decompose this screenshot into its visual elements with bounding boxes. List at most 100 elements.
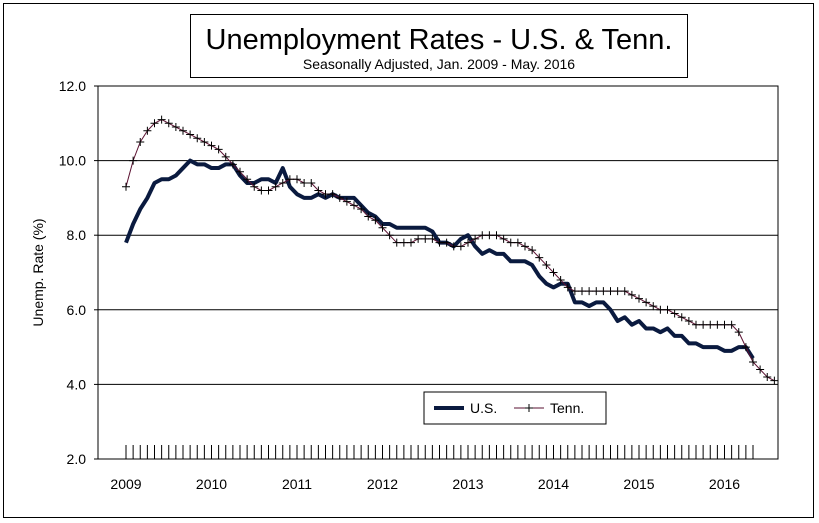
tenn-point: [478, 231, 487, 240]
tenn-point: [663, 305, 672, 314]
tenn-point: [335, 193, 344, 202]
y-tick-label: 10.0: [59, 153, 86, 169]
tenn-point: [171, 123, 180, 132]
tenn-point: [399, 238, 408, 247]
tenn-point: [136, 137, 145, 146]
y-tick-label: 6.0: [67, 302, 87, 318]
tenn-point: [122, 182, 130, 191]
tenn-point: [599, 287, 608, 296]
chart-title: Unemployment Rates - U.S. & Tenn.: [205, 24, 673, 56]
tenn-point: [542, 261, 551, 270]
tenn-point: [271, 182, 280, 191]
tenn-point: [670, 309, 679, 318]
x-tick-label: 2014: [538, 476, 569, 492]
tenn-point: [143, 126, 152, 135]
tenn-point: [635, 294, 643, 303]
tenn-point: [606, 287, 615, 296]
legend-label-us: U.S.: [470, 400, 497, 416]
tenn-point: [392, 238, 401, 247]
tenn-point: [243, 175, 252, 184]
tenn-point: [727, 320, 736, 329]
tenn-point: [193, 134, 202, 143]
tenn-point: [407, 238, 415, 247]
tenn-point: [535, 253, 544, 262]
tenn-point: [207, 141, 216, 150]
tenn-point: [414, 234, 423, 243]
tenn-point: [656, 305, 665, 314]
tenn-point: [713, 320, 722, 329]
tenn-point: [549, 268, 558, 277]
tenn-point: [179, 126, 187, 135]
tenn-point: [756, 365, 765, 374]
tenn-point: [720, 320, 729, 329]
tenn-point: [570, 287, 579, 296]
tenn-point: [649, 302, 658, 311]
tenn-point: [699, 320, 708, 329]
tenn-point: [770, 376, 779, 385]
tenn-point: [307, 178, 316, 187]
tenn-point: [749, 358, 757, 367]
tenn-point: [350, 201, 358, 210]
tenn-point: [378, 223, 387, 232]
plot-area: [97, 85, 779, 460]
chart-frame: [3, 3, 814, 518]
tenn-point: [513, 238, 522, 247]
tenn-point: [492, 231, 501, 240]
y-tick-label: 8.0: [67, 227, 87, 243]
tenn-point: [278, 178, 287, 187]
tenn-point: [620, 287, 629, 296]
tenn-point: [236, 167, 244, 176]
x-tick-label: 2016: [709, 476, 740, 492]
tenn-point: [677, 313, 686, 322]
tenn-point: [371, 216, 380, 225]
tenn-point: [521, 242, 529, 251]
tenn-point: [157, 115, 166, 124]
tenn-point: [442, 238, 451, 247]
x-tick-label: 2013: [452, 476, 483, 492]
tenn-point: [506, 238, 515, 247]
tenn-point: [264, 186, 273, 195]
tenn-point: [763, 372, 772, 381]
tenn-point: [293, 175, 301, 184]
tenn-point: [285, 175, 294, 184]
y-tick-label: 2.0: [67, 451, 87, 467]
tenn-point: [150, 119, 159, 128]
tenn-point: [471, 234, 480, 243]
tenn-point: [214, 145, 223, 154]
y-axis-title: Unemp. Rate (%): [30, 218, 46, 326]
tenn-point: [585, 287, 594, 296]
x-tick-label: 2011: [282, 476, 312, 492]
tenn-point: [200, 137, 209, 146]
tenn-point: [692, 320, 700, 329]
chart-title-box: Unemployment Rates - U.S. & Tenn. Season…: [190, 14, 688, 78]
tenn-point: [328, 190, 337, 199]
tenn-point: [357, 205, 366, 214]
tenn-point: [734, 328, 743, 337]
tenn-point: [449, 242, 458, 251]
tenn-point: [385, 231, 394, 240]
x-tick-label: 2015: [623, 476, 654, 492]
tenn-point: [129, 156, 138, 165]
tenn-point: [186, 130, 195, 139]
tenn-point: [342, 197, 351, 206]
x-tick-label: 2010: [196, 476, 227, 492]
y-tick-label: 4.0: [67, 376, 87, 392]
tenn-point: [221, 152, 230, 161]
tenn-point: [706, 320, 715, 329]
x-tick-label: 2012: [367, 476, 398, 492]
tenn-point: [435, 238, 444, 247]
tenn-point: [464, 238, 472, 247]
tenn-point: [563, 283, 572, 292]
tenn-point: [314, 186, 323, 195]
chart-subtitle: Seasonally Adjusted, Jan. 2009 - May. 20…: [302, 56, 576, 72]
x-tick-label: 2009: [110, 476, 141, 492]
tenn-point: [421, 234, 430, 243]
tenn-point: [300, 178, 309, 187]
series-line-us: [124, 158, 755, 360]
tenn-point: [592, 287, 601, 296]
tenn-point: [164, 119, 173, 128]
tenn-point: [741, 343, 750, 352]
tenn-point: [642, 298, 651, 307]
tenn-point: [364, 212, 373, 221]
